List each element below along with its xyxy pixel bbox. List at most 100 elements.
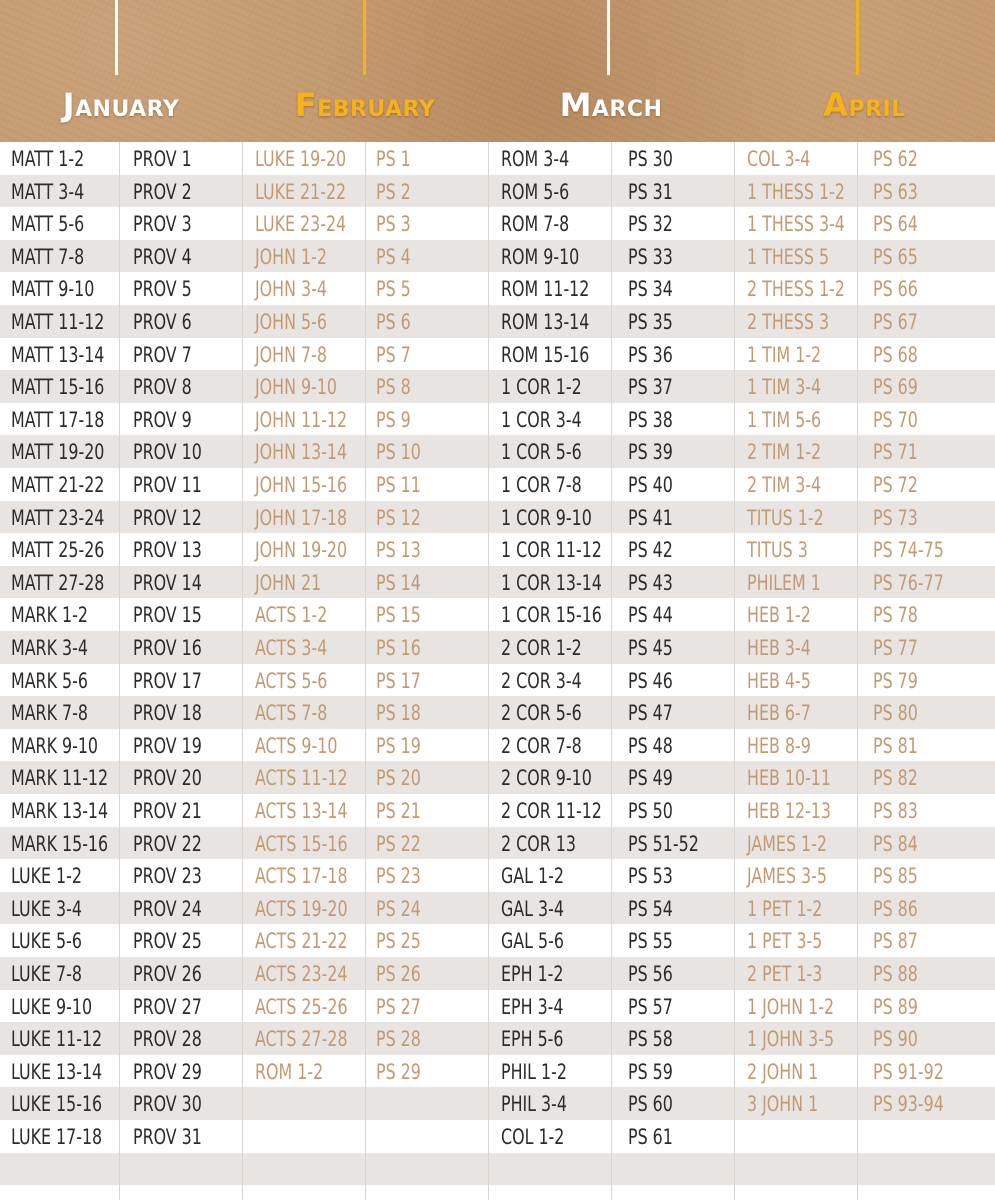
reading-gospel-epistle: LUKE 5-6	[11, 929, 82, 954]
reading-gospel-epistle: ACTS 5-6	[255, 668, 328, 693]
reading-wisdom: PROV 15	[133, 603, 202, 628]
reading-wisdom: PROV 1	[133, 147, 192, 171]
table-row	[0, 761, 995, 794]
reading-gospel-epistle: MARK 9-10	[11, 733, 99, 758]
reading-gospel-epistle: 2 COR 5-6	[501, 701, 582, 726]
reading-gospel-epistle: 2 COR 7-8	[501, 733, 582, 758]
reading-wisdom: PS 38	[628, 407, 673, 432]
month-header-april: April	[734, 82, 995, 128]
reading-gospel-epistle: 2 JOHN 1	[747, 1059, 819, 1084]
reading-gospel-epistle: 2 THESS 1-2	[747, 277, 845, 302]
reading-gospel-epistle: HEB 3-4	[747, 636, 811, 660]
reading-gospel-epistle: ACTS 11-12	[255, 766, 348, 791]
reading-wisdom: PS 78	[873, 603, 918, 628]
reading-wisdom: PS 88	[873, 962, 918, 986]
reading-wisdom: PS 48	[628, 733, 673, 758]
reading-wisdom: PS 87	[873, 929, 918, 954]
reading-wisdom: PS 39	[628, 440, 673, 465]
reading-wisdom: PS 23	[376, 864, 421, 889]
reading-gospel-epistle: ACTS 3-4	[255, 636, 328, 660]
column-divider	[242, 142, 243, 1200]
reading-wisdom: PROV 10	[133, 440, 202, 465]
reading-wisdom: PS 27	[376, 994, 421, 1019]
reading-gospel-epistle: HEB 6-7	[747, 701, 811, 726]
reading-wisdom: PS 16	[376, 636, 421, 660]
column-divider	[365, 142, 366, 1200]
reading-gospel-epistle: ROM 5-6	[501, 179, 570, 204]
reading-gospel-epistle: ACTS 9-10	[255, 733, 338, 758]
reading-gospel-epistle: LUKE 21-22	[255, 179, 347, 204]
reading-gospel-epistle: LUKE 19-20	[255, 147, 347, 171]
reading-wisdom: PROV 11	[133, 473, 202, 497]
reading-wisdom: PS 37	[628, 375, 673, 400]
reading-gospel-epistle: HEB 10-11	[747, 766, 831, 791]
reading-gospel-epistle: MATT 3-4	[11, 179, 85, 204]
reading-wisdom: PROV 4	[133, 244, 192, 269]
reading-gospel-epistle: JOHN 13-14	[255, 440, 348, 465]
month-tick-february	[363, 0, 366, 75]
reading-gospel-epistle: ACTS 25-26	[255, 994, 348, 1019]
reading-gospel-epistle: HEB 8-9	[747, 733, 811, 758]
table-row	[0, 565, 995, 599]
month-header-march: March	[488, 82, 734, 128]
reading-wisdom: PROV 12	[133, 505, 202, 530]
table-row	[0, 1022, 995, 1055]
reading-wisdom: PS 69	[873, 375, 918, 400]
reading-gospel-epistle: LUKE 3-4	[11, 896, 82, 921]
reading-gospel-epistle: GAL 5-6	[501, 929, 564, 954]
reading-wisdom: PS 72	[873, 473, 918, 497]
reading-gospel-epistle: 1 TIM 3-4	[747, 375, 822, 400]
table-row	[0, 1152, 995, 1186]
reading-gospel-epistle: ACTS 21-22	[255, 929, 348, 954]
reading-wisdom: PS 25	[376, 929, 421, 954]
reading-wisdom: PS 44	[628, 603, 673, 628]
reading-gospel-epistle: JOHN 1-2	[255, 244, 327, 269]
reading-gospel-epistle: JOHN 15-16	[255, 473, 348, 497]
reading-gospel-epistle: JAMES 3-5	[747, 864, 827, 889]
column-divider	[119, 142, 120, 1200]
reading-gospel-epistle: 2 TIM 1-2	[747, 440, 822, 465]
month-tick-january	[115, 0, 118, 75]
reading-wisdom: PS 53	[628, 864, 673, 889]
reading-wisdom: PS 1	[376, 147, 411, 171]
reading-gospel-epistle: MATT 1-2	[11, 147, 85, 171]
reading-gospel-epistle: MATT 25-26	[11, 538, 105, 563]
reading-wisdom: PS 63	[873, 179, 918, 204]
reading-wisdom: PS 83	[873, 799, 918, 823]
reading-gospel-epistle: ACTS 17-18	[255, 864, 348, 889]
reading-wisdom: PS 43	[628, 570, 673, 595]
reading-gospel-epistle: MATT 17-18	[11, 407, 105, 432]
reading-wisdom: PROV 7	[133, 342, 192, 367]
reading-wisdom: PS 60	[628, 1092, 673, 1117]
reading-gospel-epistle: 2 THESS 3	[747, 310, 830, 334]
reading-wisdom: PROV 8	[133, 375, 192, 400]
reading-wisdom: PS 11	[376, 473, 421, 497]
reading-wisdom: PROV 14	[133, 570, 202, 595]
reading-gospel-epistle: MATT 7-8	[11, 244, 85, 269]
reading-gospel-epistle: ROM 15-16	[501, 342, 590, 367]
reading-wisdom: PS 34	[628, 277, 673, 302]
table-row	[0, 696, 995, 729]
reading-wisdom: PROV 29	[133, 1059, 202, 1084]
table-row	[0, 500, 995, 534]
reading-wisdom: PS 3	[376, 212, 411, 237]
reading-gospel-epistle: 1 TIM 5-6	[747, 407, 822, 432]
reading-gospel-epistle: 1 THESS 1-2	[747, 179, 845, 204]
table-row	[0, 305, 995, 338]
reading-gospel-epistle: 2 COR 13	[501, 831, 576, 856]
reading-gospel-epistle: MARK 15-16	[11, 831, 109, 856]
reading-gospel-epistle: 2 PET 1-3	[747, 962, 823, 986]
reading-wisdom: PS 17	[376, 668, 421, 693]
reading-wisdom: PROV 30	[133, 1092, 202, 1117]
reading-gospel-epistle: MATT 13-14	[11, 342, 105, 367]
reading-gospel-epistle: 1 COR 1-2	[501, 375, 582, 400]
reading-gospel-epistle: GAL 3-4	[501, 896, 564, 921]
reading-gospel-epistle: MATT 15-16	[11, 375, 105, 400]
reading-gospel-epistle: 1 THESS 3-4	[747, 212, 845, 237]
reading-wisdom: PS 19	[376, 733, 421, 758]
reading-wisdom: PS 71	[873, 440, 918, 465]
reading-gospel-epistle: HEB 1-2	[747, 603, 811, 628]
reading-gospel-epistle: JOHN 7-8	[255, 342, 327, 367]
reading-gospel-epistle: MATT 5-6	[11, 212, 85, 237]
table-row	[0, 891, 995, 925]
